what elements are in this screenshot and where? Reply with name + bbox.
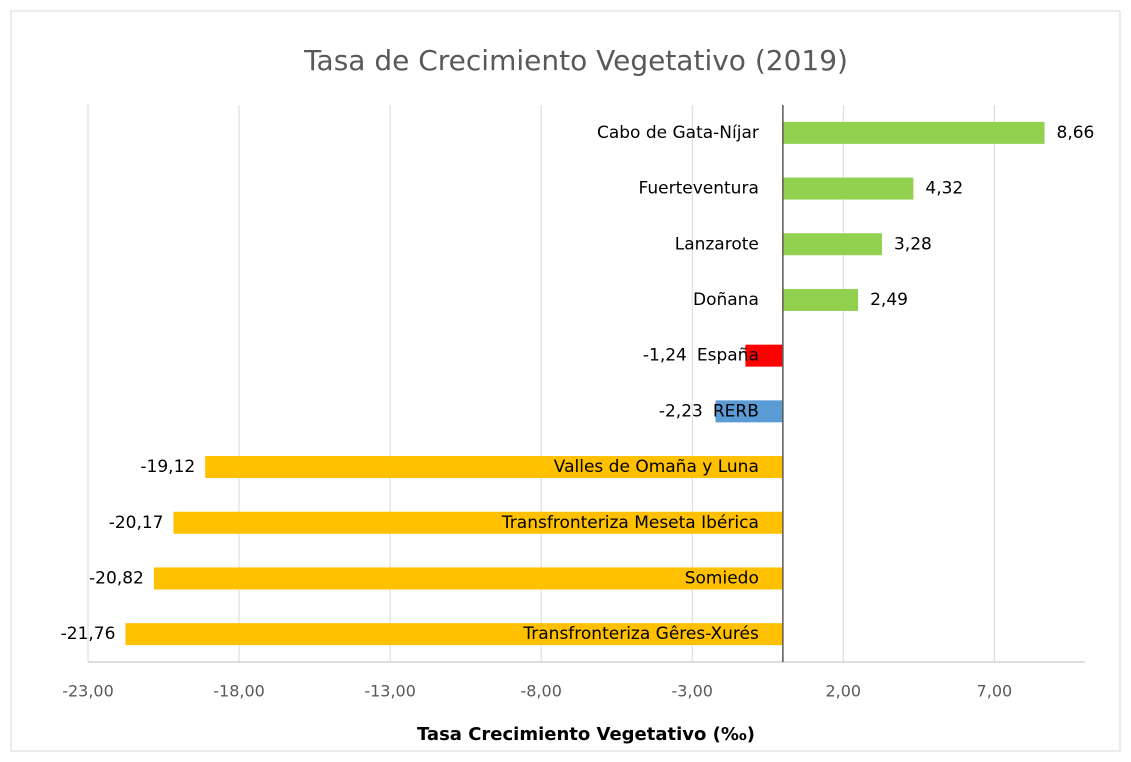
bar [153,567,783,590]
bar [745,344,783,367]
x-axis-title: Tasa Crecimiento Vegetativo (‰) [417,724,755,745]
category-label: Doñana [693,290,759,310]
bar [173,511,783,534]
value-label: 4,32 [925,179,963,199]
value-label: 2,49 [870,290,908,310]
value-label: -21,76 [61,624,116,644]
category-label: RERB [713,401,759,421]
bar [782,288,859,311]
x-tick-label: -23,00 [62,682,114,701]
value-label: -20,17 [109,513,164,533]
value-label: 3,28 [894,234,932,254]
x-tick-label: -3,00 [672,682,713,701]
bar [782,121,1045,144]
value-label: -19,12 [140,457,195,477]
category-label: Fuerteventura [639,179,759,199]
x-tick-label: -18,00 [213,682,265,701]
category-label: Cabo de Gata-Níjar [597,123,759,143]
bar [205,456,783,479]
bar [782,233,882,256]
category-label: España [697,346,759,366]
bar [782,177,914,200]
value-label: -2,23 [659,401,703,421]
chart-title: Tasa de Crecimiento Vegetativo (2019) [303,44,848,77]
category-label: Transfronteriza Gêres-Xurés [522,624,759,644]
value-label: 8,66 [1057,123,1095,143]
x-tick-label: 2,00 [825,682,861,701]
bar [715,400,783,423]
x-tick-label: -13,00 [364,682,416,701]
category-label: Somiedo [685,568,759,588]
category-label: Valles de Omaña y Luna [554,457,759,477]
category-label: Lanzarote [675,234,759,254]
value-label: -1,24 [643,346,687,366]
value-label: -20,82 [89,568,144,588]
x-tick-label: 7,00 [977,682,1013,701]
category-label: Transfronteriza Meseta Ibérica [501,513,759,533]
x-tick-label: -8,00 [520,682,561,701]
bar [125,623,783,646]
